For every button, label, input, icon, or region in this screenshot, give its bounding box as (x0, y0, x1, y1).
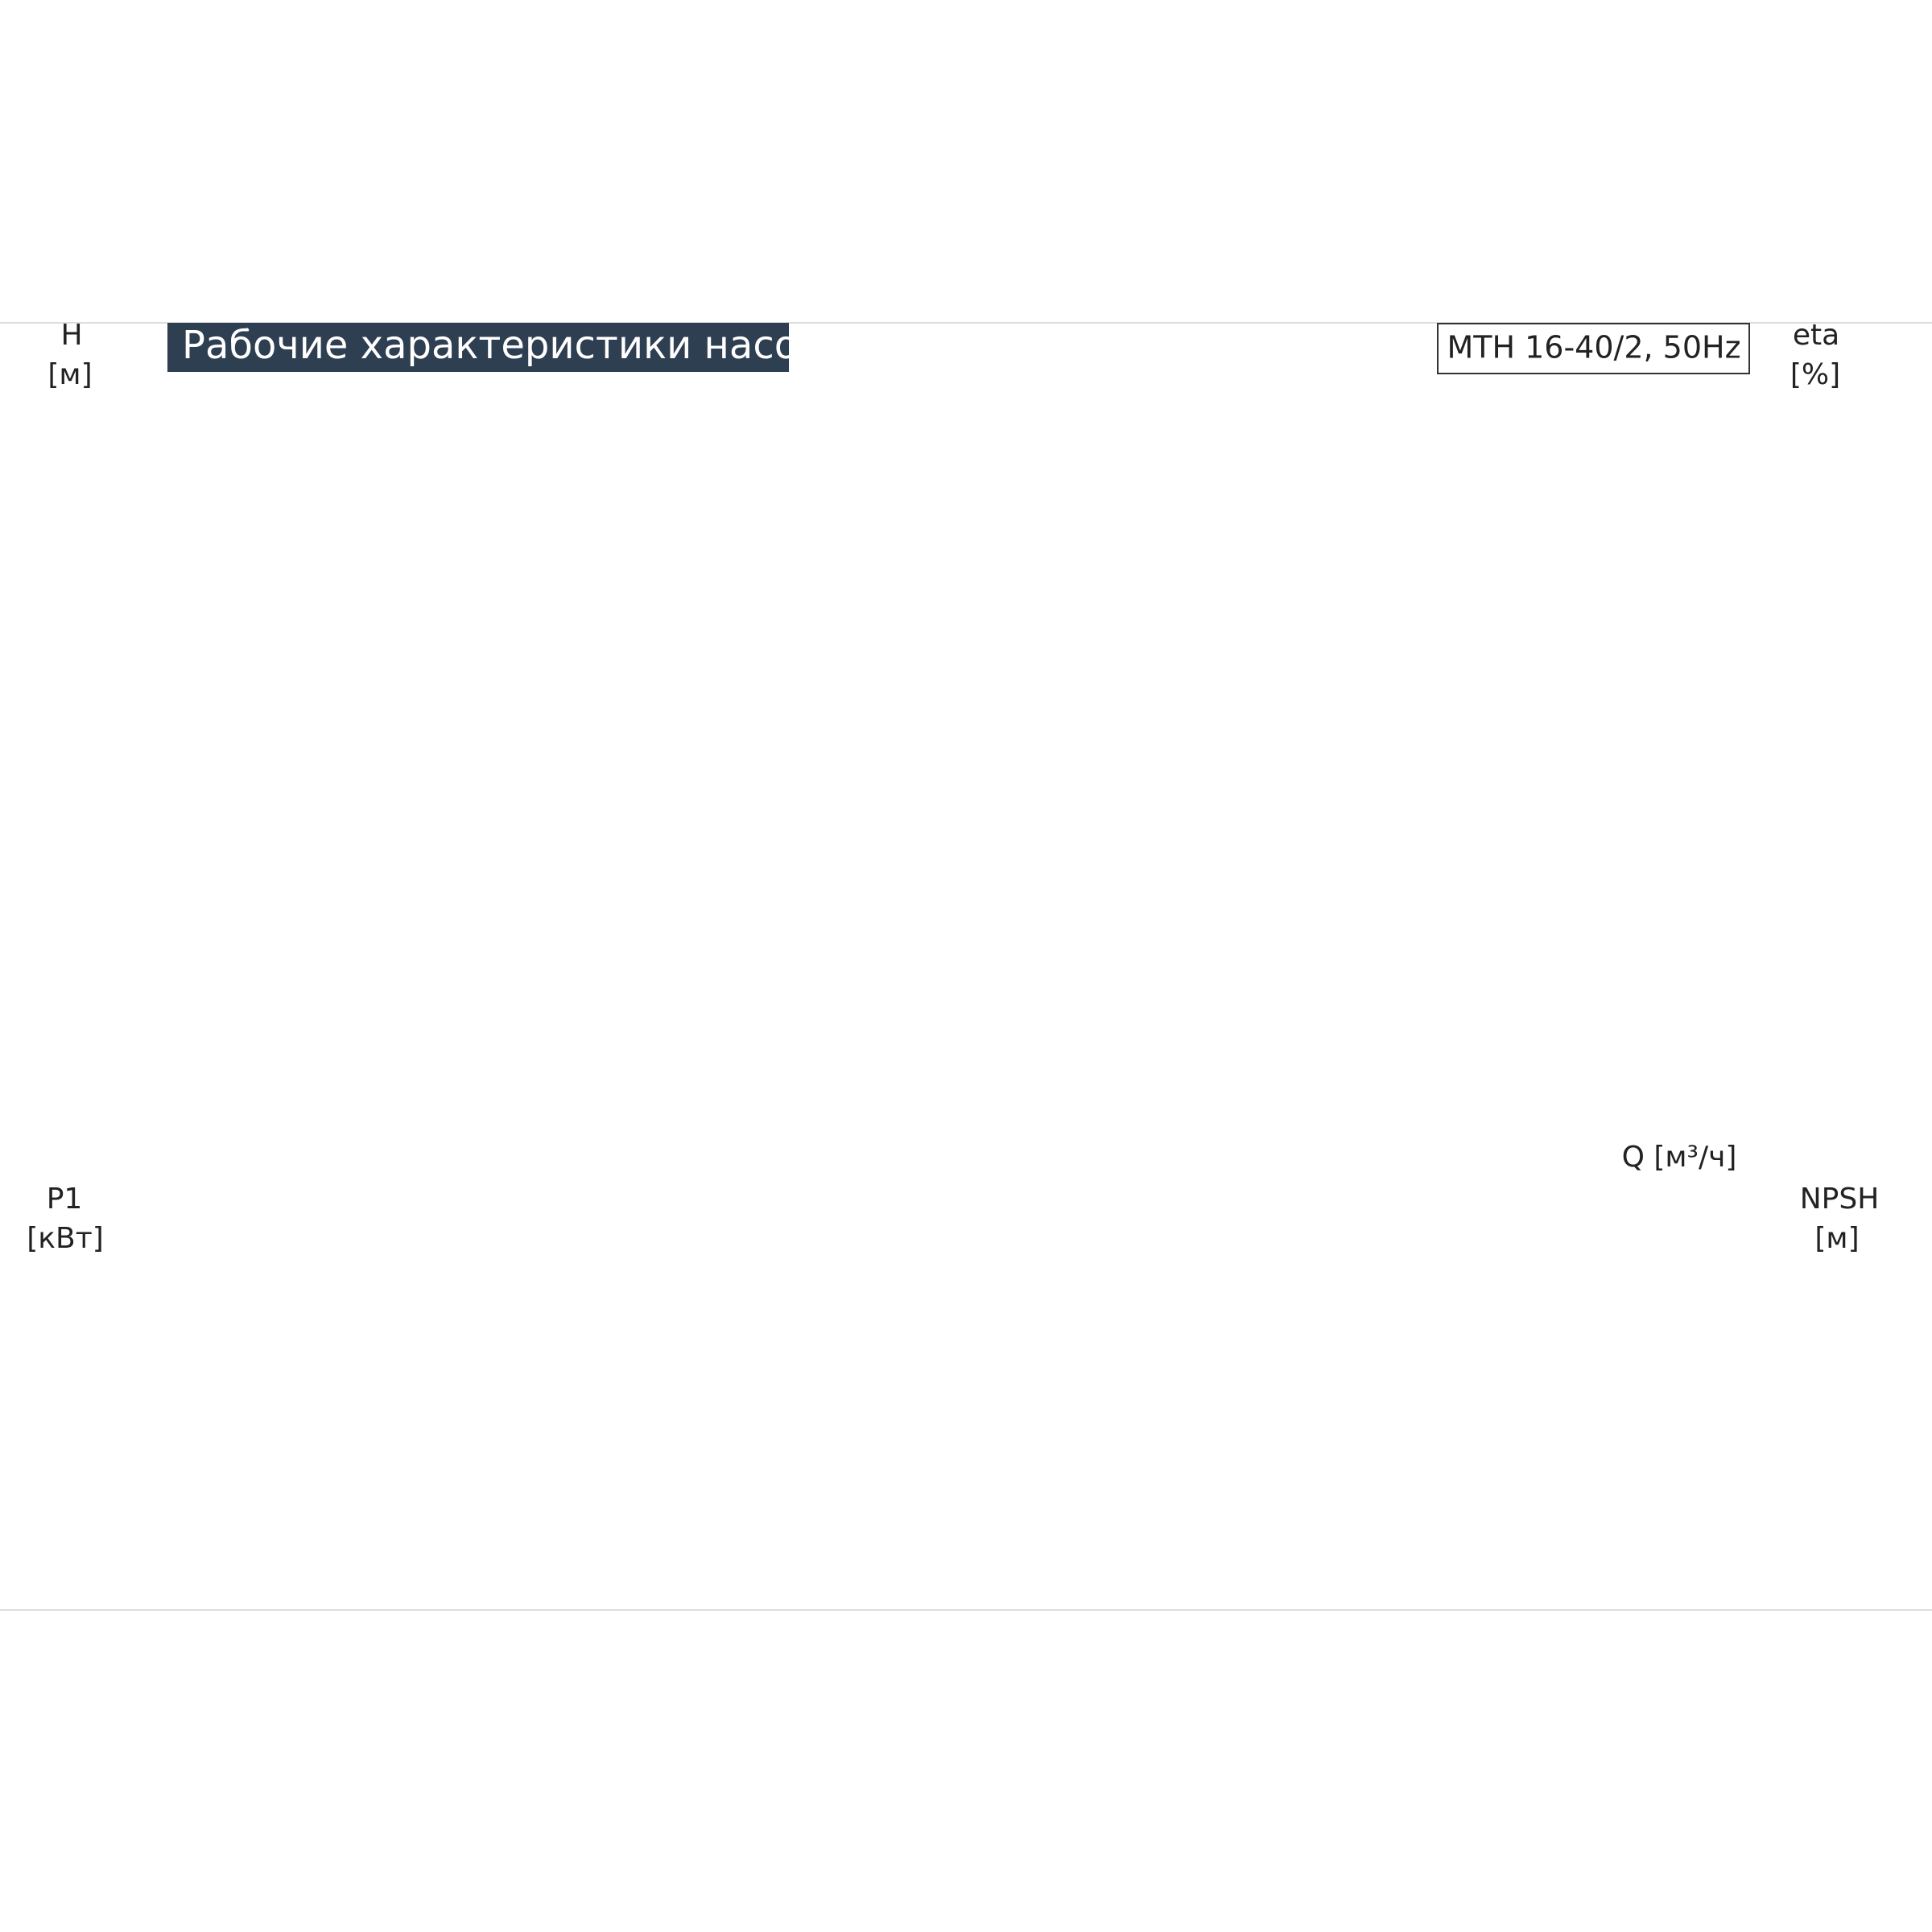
y-label: P1 (47, 1183, 83, 1216)
chart-title: Рабочие характеристики насоса (182, 323, 843, 368)
y-unit: [м] (47, 358, 92, 391)
x-label: Q [м³/ч] (1622, 1141, 1737, 1174)
y-label: H (60, 319, 82, 352)
y2-label: NPSH (1800, 1183, 1880, 1216)
y2-unit: [м] (1814, 1222, 1859, 1255)
model-box (1437, 323, 1750, 374)
y2-label: eta (1793, 319, 1839, 352)
y2-unit: [%] (1790, 358, 1840, 391)
model-label: MTH 16-40/2, 50Hz (1447, 330, 1740, 365)
y-unit: [кВт] (27, 1222, 104, 1255)
title-box (167, 323, 789, 372)
